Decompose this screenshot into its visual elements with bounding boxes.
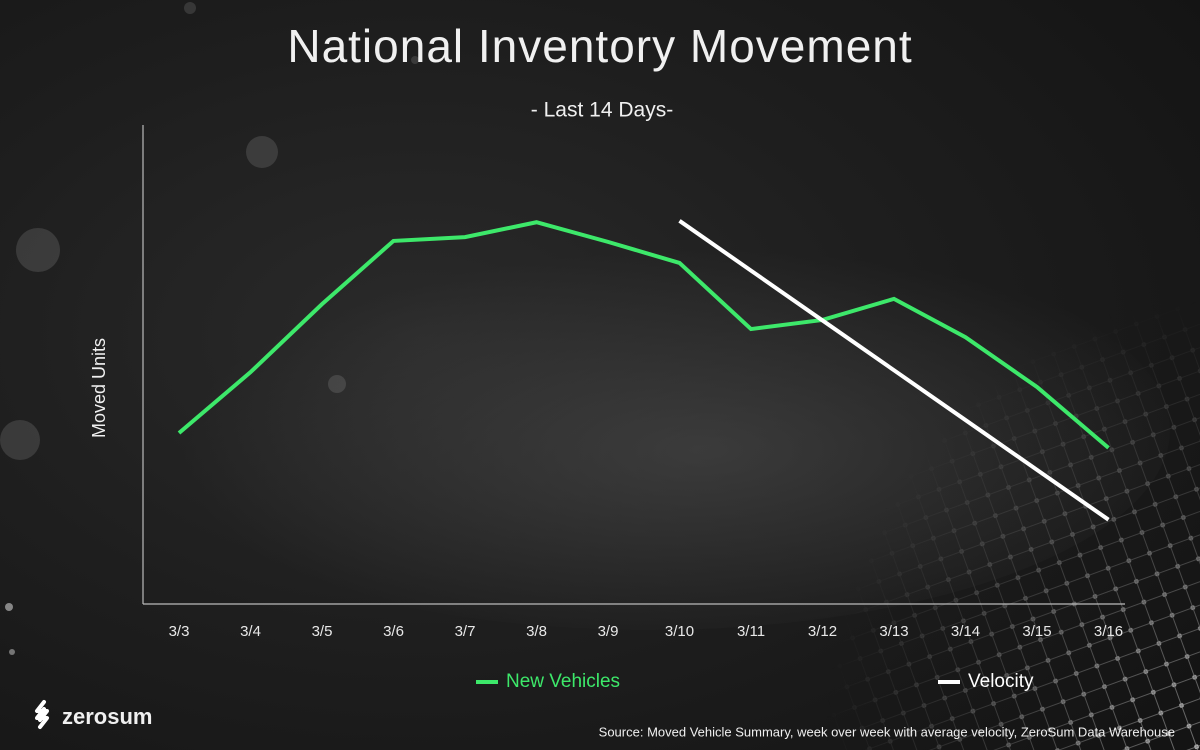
y-axis-label: Moved Units	[89, 338, 109, 438]
source-note: Source: Moved Vehicle Summary, week over…	[599, 724, 1175, 739]
x-tick-label: 3/11	[737, 623, 765, 640]
x-tick-label: 3/10	[665, 623, 694, 640]
data-line	[678, 219, 1110, 522]
x-tick-label: 3/8	[526, 623, 547, 640]
legend-label: New Vehicles	[506, 671, 620, 692]
x-tick-label: 3/14	[951, 623, 980, 640]
chart-title: National Inventory Movement	[287, 20, 912, 72]
brand-logo	[35, 700, 49, 729]
background-mesh	[700, 150, 1200, 750]
data-line	[177, 220, 1110, 450]
x-tick-label: 3/16	[1094, 623, 1123, 640]
x-tick-label: 3/5	[312, 623, 333, 640]
bokeh	[5, 603, 13, 611]
brand-name: zerosum	[62, 704, 152, 729]
legend-label: Velocity	[968, 671, 1034, 692]
x-tick-label: 3/3	[169, 623, 190, 640]
x-tick-label: 3/7	[455, 623, 476, 640]
x-tick-label: 3/9	[598, 623, 619, 640]
bokeh	[9, 649, 15, 655]
x-tick-label: 3/6	[383, 623, 404, 640]
x-tick-label: 3/15	[1022, 623, 1051, 640]
bokeh	[0, 2, 419, 460]
x-tick-label: 3/12	[808, 623, 837, 640]
chart-subtitle: - Last 14 Days-	[531, 99, 673, 122]
x-tick-label: 3/4	[240, 623, 261, 640]
x-tick-label: 3/13	[879, 623, 908, 640]
